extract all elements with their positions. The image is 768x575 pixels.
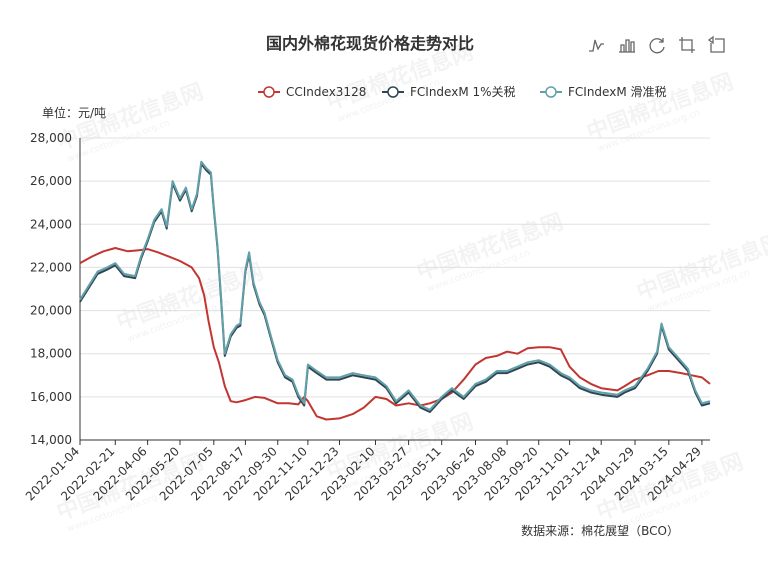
legend-item-1[interactable]: CCIndex3128 bbox=[258, 85, 366, 99]
legend-item-3[interactable]: FCIndexM 滑准税 bbox=[540, 85, 667, 99]
watermark: 中国棉花信息网www.cottonchina.org.cn bbox=[633, 229, 768, 315]
watermark: 中国棉花信息网www.cottonchina.org.cn bbox=[583, 69, 737, 155]
y-axis: 14,000 16,000 18,000 20,000 22,000 24,000 26,0… bbox=[30, 131, 81, 447]
restore-icon[interactable] bbox=[648, 36, 666, 54]
watermark: 中国棉花信息网www.cottonchina.org.cn bbox=[53, 79, 207, 165]
bar-view-icon[interactable] bbox=[618, 36, 636, 54]
svg-text:中国棉花信息网: 中国棉花信息网 bbox=[583, 69, 737, 146]
watermark: 中国棉花信息网www.cottonchina.org.cn bbox=[413, 209, 567, 295]
legend-marker bbox=[263, 86, 275, 98]
zoom-reset-icon[interactable] bbox=[707, 35, 726, 54]
chart-title: 国内外棉花现货价格走势对比 bbox=[266, 34, 474, 53]
y-tick-label: 16,000 bbox=[30, 390, 72, 404]
legend-label: FCIndexM 1%关税 bbox=[410, 85, 516, 99]
series-layer bbox=[79, 160, 711, 421]
unit-label: 单位：元/吨 bbox=[42, 105, 106, 120]
y-tick-label: 18,000 bbox=[30, 347, 72, 361]
y-tick-label: 22,000 bbox=[30, 260, 72, 274]
toolbox bbox=[588, 35, 726, 54]
series-line-2 bbox=[79, 162, 711, 413]
y-tick-label: 26,000 bbox=[30, 174, 72, 188]
legend-marker bbox=[387, 86, 399, 98]
grid bbox=[80, 137, 710, 441]
legend-label: CCIndex3128 bbox=[286, 85, 366, 99]
legend-label: FCIndexM 滑准税 bbox=[568, 85, 667, 99]
y-tick-label: 20,000 bbox=[30, 304, 72, 318]
legend-marker bbox=[545, 86, 557, 98]
source-label: 数据来源：棉花展望（BCO） bbox=[521, 523, 679, 538]
line-view-icon[interactable] bbox=[588, 36, 606, 54]
svg-text:中国棉花信息网: 中国棉花信息网 bbox=[413, 209, 567, 286]
series-line-3 bbox=[79, 160, 711, 411]
y-tick-label: 28,000 bbox=[30, 131, 72, 145]
series-line-1 bbox=[79, 247, 711, 421]
y-tick-label: 14,000 bbox=[30, 433, 72, 447]
legend: CCIndex3128 FCIndexM 1%关税 FCIndexM 滑准税 bbox=[258, 85, 667, 99]
y-tick-label: 24,000 bbox=[30, 217, 72, 231]
legend-item-2[interactable]: FCIndexM 1%关税 bbox=[382, 85, 516, 99]
data-zoom-icon[interactable] bbox=[678, 36, 696, 54]
